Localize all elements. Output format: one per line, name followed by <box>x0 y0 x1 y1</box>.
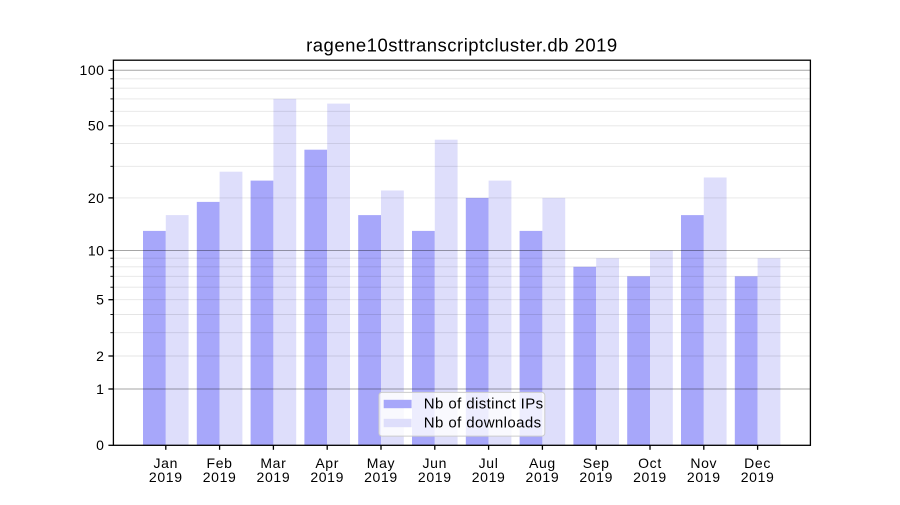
svg-text:100: 100 <box>80 62 105 78</box>
svg-text:2019: 2019 <box>364 469 398 485</box>
svg-text:Oct: Oct <box>638 455 662 471</box>
svg-text:2019: 2019 <box>633 469 667 485</box>
svg-text:Sep: Sep <box>583 455 610 471</box>
svg-text:2019: 2019 <box>687 469 721 485</box>
svg-text:2019: 2019 <box>472 469 506 485</box>
svg-text:5: 5 <box>96 292 104 308</box>
svg-text:1: 1 <box>96 381 104 397</box>
svg-text:Jan: Jan <box>154 455 179 471</box>
svg-text:0: 0 <box>96 437 104 453</box>
svg-text:2019: 2019 <box>149 469 183 485</box>
svg-text:Jul: Jul <box>479 455 499 471</box>
svg-text:ragene10sttranscriptcluster.db: ragene10sttranscriptcluster.db 2019 <box>306 35 618 56</box>
svg-text:Nb of downloads: Nb of downloads <box>424 414 542 431</box>
svg-text:20: 20 <box>88 190 105 206</box>
svg-text:Nb of distinct IPs: Nb of distinct IPs <box>424 396 544 413</box>
svg-text:2019: 2019 <box>203 469 237 485</box>
svg-text:10: 10 <box>88 242 105 258</box>
svg-text:2019: 2019 <box>310 469 344 485</box>
svg-text:Feb: Feb <box>207 455 233 471</box>
svg-text:2019: 2019 <box>741 469 775 485</box>
svg-text:2019: 2019 <box>257 469 291 485</box>
svg-text:Dec: Dec <box>744 455 771 471</box>
svg-text:Apr: Apr <box>315 455 339 471</box>
svg-text:Jun: Jun <box>423 455 448 471</box>
svg-text:50: 50 <box>88 118 105 134</box>
svg-text:Nov: Nov <box>690 455 717 471</box>
svg-text:Aug: Aug <box>529 455 556 471</box>
svg-text:2: 2 <box>96 348 104 364</box>
svg-text:2019: 2019 <box>579 469 613 485</box>
svg-text:2019: 2019 <box>526 469 560 485</box>
svg-text:Mar: Mar <box>260 455 286 471</box>
svg-text:May: May <box>367 455 395 471</box>
svg-text:2019: 2019 <box>418 469 452 485</box>
